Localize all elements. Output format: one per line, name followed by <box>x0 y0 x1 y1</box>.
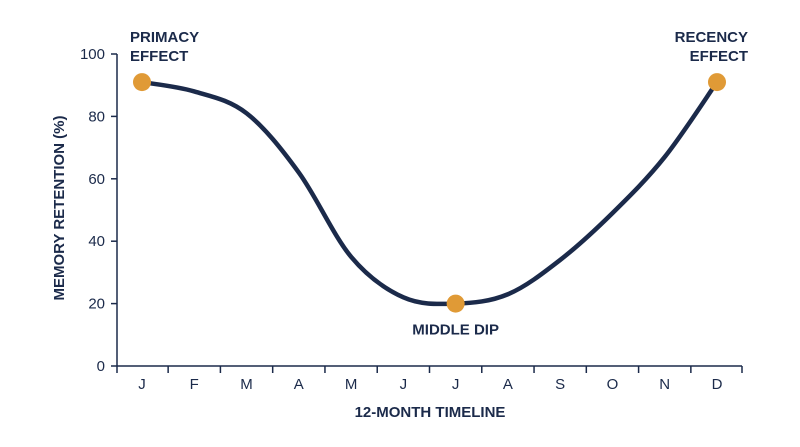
x-tick-label: A <box>294 376 304 393</box>
x-tick-label: S <box>555 376 565 393</box>
y-tick-label: 0 <box>97 358 105 375</box>
y-tick-label: 60 <box>88 171 105 188</box>
highlight-point <box>708 73 726 92</box>
x-tick-label: O <box>607 376 619 393</box>
annotation-label: PRIMACY <box>130 29 199 46</box>
annotation-label: RECENCY <box>675 29 748 46</box>
series-line <box>139 79 720 307</box>
highlight-point <box>446 294 465 313</box>
x-tick-label: A <box>503 376 513 393</box>
y-axis: 0 20 40 60 80 100 <box>80 46 118 375</box>
annotation-label: EFFECT <box>130 48 188 65</box>
x-tick-label: M <box>345 376 358 393</box>
annotation-label: EFFECT <box>690 48 748 65</box>
annotation-layer: PRIMACY EFFECT MIDDLE DIP RECENCY EFFECT <box>130 29 748 339</box>
x-tick-label: J <box>400 376 408 393</box>
x-tick-label: D <box>712 376 723 393</box>
y-axis-title: MEMORY RETENTION (%) <box>51 115 68 300</box>
x-tick-label: M <box>240 376 253 393</box>
y-tick-label: 100 <box>80 46 105 63</box>
x-tick-label: J <box>452 376 460 393</box>
marker-layer <box>133 73 726 313</box>
x-tick-label: N <box>659 376 670 393</box>
y-tick-label: 80 <box>88 108 105 125</box>
y-tick-label: 20 <box>88 296 105 313</box>
annotation-label: MIDDLE DIP <box>412 322 499 339</box>
x-tick-label: J <box>138 376 146 393</box>
x-axis-title: 12-MONTH TIMELINE <box>355 404 506 421</box>
series-layer <box>139 79 720 307</box>
highlight-point <box>133 73 151 92</box>
y-tick-label: 40 <box>88 233 105 250</box>
x-tick-label: F <box>190 376 199 393</box>
